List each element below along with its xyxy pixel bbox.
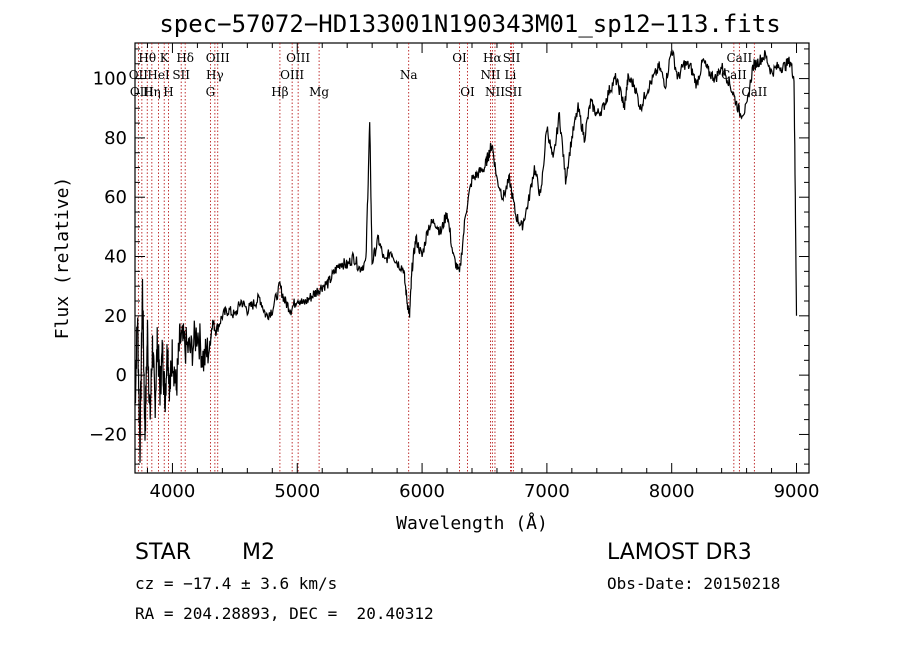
object-subclass: M2 xyxy=(242,540,275,565)
chart-title: spec−57072−HD133001N190343M01_sp12−113.f… xyxy=(159,10,780,38)
spectral-line-label: OIII xyxy=(206,51,230,65)
spectral-line-markers xyxy=(137,43,755,473)
spectral-line-label: SII xyxy=(504,85,522,99)
y-tick-label: −20 xyxy=(89,424,127,445)
spectral-line-label: Na xyxy=(400,68,418,82)
spectral-line-label: CaII xyxy=(726,51,752,65)
plot-frame xyxy=(134,42,810,474)
spectral-line-label: CaII xyxy=(721,68,747,82)
spectral-line-label: Hα xyxy=(483,51,502,65)
spectral-line-label: Hθ xyxy=(138,51,156,65)
spectral-line-label: HeI xyxy=(147,68,170,82)
y-tick-label: 60 xyxy=(104,187,127,208)
obs-date: Obs-Date: 20150218 xyxy=(607,574,781,593)
spectral-line-label: G xyxy=(206,85,216,99)
y-tick-label: 0 xyxy=(116,365,127,386)
redshift-cz: cz = −17.4 ± 3.6 km/s xyxy=(135,574,338,593)
x-tick-label: 4000 xyxy=(150,481,196,502)
y-tick-label: 20 xyxy=(104,306,127,327)
spectral-line-label: CaII xyxy=(741,85,767,99)
x-tick-label: 5000 xyxy=(274,481,320,502)
spectral-line-label: OIII xyxy=(286,51,310,65)
spectrum-series-line xyxy=(134,49,798,463)
spectral-line-label: K xyxy=(160,51,170,65)
spectral-line-label: Hδ xyxy=(176,51,194,65)
spectral-line-label: Hγ xyxy=(206,68,224,82)
x-tick-label: 7000 xyxy=(524,481,570,502)
y-tick-label: 40 xyxy=(104,247,127,268)
x-tick-label: 8000 xyxy=(649,481,695,502)
spectral-line-label: NII xyxy=(485,85,505,99)
spectral-line-label: H xyxy=(163,85,173,99)
spectral-line-label: NII xyxy=(480,68,500,82)
spectral-line-label: SII xyxy=(172,68,190,82)
spectral-line-label: Hβ xyxy=(271,85,288,99)
spectral-line-label: OIII xyxy=(280,68,304,82)
x-axis-label: Wavelength (Å) xyxy=(396,512,548,534)
spectral-line-label: OI xyxy=(460,85,475,99)
axis-ticks: 4000 5000 6000 7000 8000 9000 −20 0 20 40 60 80 100 xyxy=(89,43,819,502)
x-tick-label: 6000 xyxy=(399,481,445,502)
spectral-line-label: OII xyxy=(129,68,149,82)
object-class: STAR xyxy=(135,540,192,565)
spectral-line-label: Hη xyxy=(143,85,161,99)
spectral-line-label: OIII xyxy=(130,85,154,99)
survey-name: LAMOST DR3 xyxy=(607,540,752,565)
spectral-line-label: OI xyxy=(452,51,467,65)
ra-dec: RA = 204.28893, DEC = 20.40312 xyxy=(135,604,434,623)
spectral-line-label: Mg xyxy=(309,85,329,99)
spectral-line-label: SII xyxy=(503,51,521,65)
x-tick-label: 9000 xyxy=(774,481,820,502)
y-tick-label: 80 xyxy=(104,128,127,149)
spectral-line-label: Li xyxy=(505,68,517,82)
y-axis-label: Flux (relative) xyxy=(52,177,73,340)
y-tick-label: 100 xyxy=(93,69,127,90)
